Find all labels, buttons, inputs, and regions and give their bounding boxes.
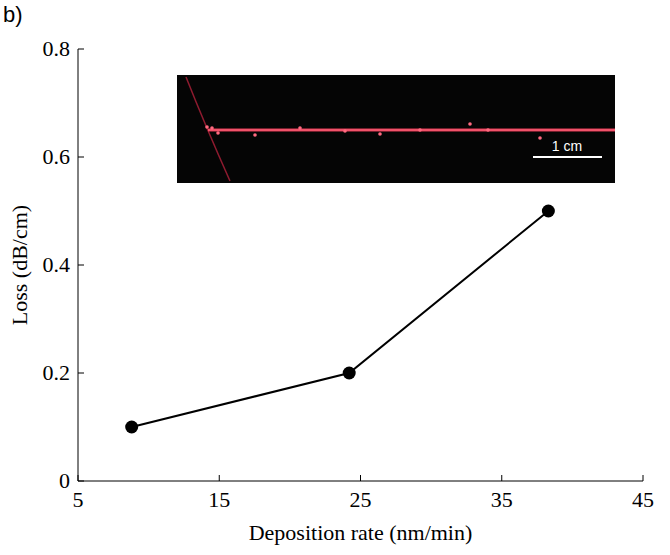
inset: 1 cm bbox=[177, 75, 615, 183]
inset-background bbox=[177, 75, 615, 183]
y-tick-label: 0.8 bbox=[43, 36, 71, 61]
inset-scale-bar bbox=[533, 156, 602, 158]
y-tick-label: 0 bbox=[59, 468, 70, 493]
x-axis-title: Deposition rate (nm/min) bbox=[249, 520, 473, 545]
inset-scale-label: 1 cm bbox=[552, 138, 582, 154]
inset-scatter-spot bbox=[378, 132, 382, 136]
y-tick bbox=[78, 157, 84, 158]
data-line bbox=[132, 211, 549, 427]
series bbox=[125, 205, 555, 434]
inset-scatter-spot bbox=[216, 131, 220, 135]
inset-scatter-spot bbox=[343, 129, 347, 133]
y-tick-label: 0.2 bbox=[43, 360, 71, 385]
inset-scatter-spot bbox=[538, 136, 542, 140]
x-tick bbox=[360, 475, 361, 481]
y-tick bbox=[78, 373, 84, 374]
y-tick bbox=[78, 49, 84, 50]
inset-scatter-spot bbox=[253, 133, 257, 137]
x-tick bbox=[643, 475, 644, 481]
x-tick-label: 35 bbox=[491, 487, 513, 512]
x-tick-label: 45 bbox=[632, 487, 654, 512]
y-axis-title: Loss (dB/cm) bbox=[7, 205, 32, 325]
x-tick bbox=[501, 475, 502, 481]
data-point bbox=[125, 421, 138, 434]
inset-scatter-spot bbox=[210, 126, 214, 130]
panel-label: b) bbox=[3, 2, 23, 27]
x-tick-label: 5 bbox=[73, 487, 84, 512]
inset-scatter-spot bbox=[468, 122, 472, 126]
x-tick-label: 25 bbox=[350, 487, 372, 512]
chart: 5 15 25 35 45 0 0.2 0.4 0.6 0.8 Deposition rate (n… bbox=[0, 0, 670, 555]
inset-scatter-spot bbox=[298, 126, 302, 130]
inset-scatter-spot bbox=[486, 128, 490, 132]
y-tick bbox=[78, 265, 84, 266]
data-point bbox=[343, 367, 356, 380]
inset-scatter-spot bbox=[418, 128, 422, 132]
inset-waveguide bbox=[208, 129, 615, 132]
x-tick-label: 15 bbox=[208, 487, 230, 512]
inset-scatter-spot bbox=[205, 125, 209, 129]
x-tick bbox=[78, 475, 79, 481]
data-point bbox=[542, 205, 555, 218]
y-tick-label: 0.6 bbox=[43, 144, 71, 169]
x-tick bbox=[219, 475, 220, 481]
y-tick bbox=[78, 481, 84, 482]
y-tick-label: 0.4 bbox=[43, 252, 71, 277]
inset-waveguide-core bbox=[208, 130, 615, 131]
